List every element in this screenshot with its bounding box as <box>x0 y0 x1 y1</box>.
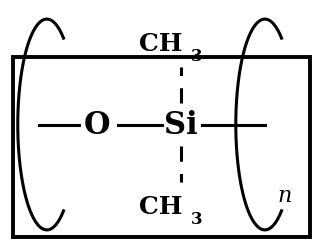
Text: 3: 3 <box>191 48 202 65</box>
Text: O: O <box>84 110 110 140</box>
Text: CH: CH <box>139 194 182 218</box>
Text: Si: Si <box>164 110 198 140</box>
Text: n: n <box>277 184 291 206</box>
Text: CH: CH <box>139 32 182 56</box>
Bar <box>13 58 310 238</box>
Text: 3: 3 <box>191 210 202 227</box>
